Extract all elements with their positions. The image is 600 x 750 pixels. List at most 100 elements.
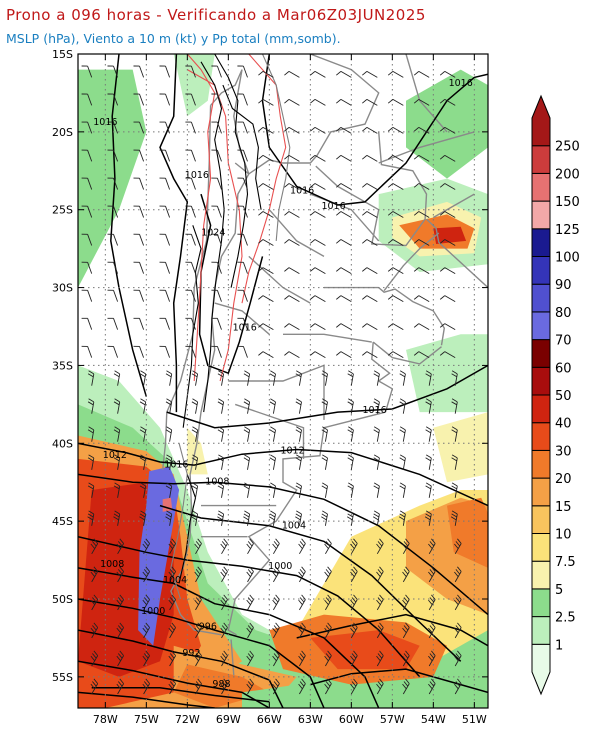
wind-barb-44 bbox=[439, 127, 456, 134]
wind-barb-151 bbox=[107, 345, 119, 358]
precip-area-1 bbox=[173, 54, 215, 117]
wind-barb-77 bbox=[133, 205, 145, 218]
wind-barb-160 bbox=[336, 351, 352, 358]
wind-barb-339 bbox=[324, 678, 332, 695]
wind-barb-307 bbox=[272, 622, 280, 639]
wind-barb-140 bbox=[211, 317, 222, 330]
colorbar-box-15 bbox=[531, 228, 551, 258]
terrain-line-5 bbox=[222, 84, 262, 210]
colorbar-label-11: 70 bbox=[555, 334, 572, 349]
wind-barb-168 bbox=[165, 370, 173, 386]
wind-barb-137 bbox=[133, 317, 145, 330]
wind-barb-154 bbox=[185, 345, 196, 358]
wind-barb-127 bbox=[258, 295, 274, 302]
wind-barb-101 bbox=[362, 239, 378, 246]
wind-barb-268 bbox=[428, 538, 436, 555]
colorbar-box-19 bbox=[531, 94, 551, 147]
wind-barb-159 bbox=[310, 351, 326, 358]
wind-barb-94 bbox=[185, 233, 196, 246]
wind-barb-324 bbox=[324, 650, 332, 667]
wind-barb-180 bbox=[87, 398, 95, 414]
wind-barb-149 bbox=[439, 323, 456, 330]
wind-barb-183 bbox=[165, 398, 173, 414]
wind-barb-66 bbox=[237, 177, 248, 190]
colorbar-box-11 bbox=[531, 339, 551, 368]
wind-barb-245 bbox=[217, 510, 225, 526]
wind-barb-281 bbox=[376, 566, 384, 583]
wind-barb-297 bbox=[402, 594, 410, 611]
wind-barb-215 bbox=[217, 454, 225, 470]
colorbar-label-7: 30 bbox=[555, 444, 572, 459]
wind-barb-99 bbox=[310, 239, 326, 246]
wind-barb-182 bbox=[139, 398, 147, 414]
wind-barb-263 bbox=[298, 538, 306, 555]
wind-barb-266 bbox=[376, 538, 384, 555]
wind-barb-250 bbox=[346, 510, 354, 526]
wind-barb-340 bbox=[350, 678, 358, 695]
colorbar-label-13: 90 bbox=[555, 278, 572, 293]
wind-barb-86 bbox=[362, 211, 378, 218]
wind-barb-52 bbox=[258, 155, 274, 162]
wind-barb-114 bbox=[310, 267, 326, 274]
wind-barb-43 bbox=[413, 127, 430, 134]
border-line-1 bbox=[234, 54, 380, 175]
graticule bbox=[78, 54, 488, 708]
map-panel: 1016 1016 1016 1016 1016 1024 1016 1016 1012 1012… bbox=[52, 48, 489, 726]
wind-barb-64 bbox=[185, 177, 196, 190]
wind-barb-107 bbox=[133, 261, 145, 274]
colorbar-box-5 bbox=[531, 505, 551, 534]
colorbar-label-18: 250 bbox=[555, 140, 580, 155]
wind-barb-56 bbox=[362, 155, 378, 162]
wind-barb-0 bbox=[81, 65, 93, 78]
wind-barb-332 bbox=[142, 678, 150, 695]
colorbar-box-13 bbox=[531, 283, 551, 313]
wind-barb-224 bbox=[451, 454, 458, 470]
wind-barb-36 bbox=[237, 121, 248, 134]
lon-tick-label-9: 51W bbox=[462, 713, 487, 726]
wind-barb-289 bbox=[194, 594, 202, 611]
wind-barb-198 bbox=[165, 426, 173, 442]
wind-barb-59 bbox=[439, 155, 456, 162]
lat-tick-label-5: 40S bbox=[52, 437, 73, 450]
isobar-label-11: 1008 bbox=[205, 477, 229, 488]
wind-barb-257 bbox=[142, 538, 150, 555]
wind-barb-305 bbox=[220, 622, 228, 639]
wind-barb-221 bbox=[373, 454, 380, 470]
isobar-line-4 bbox=[166, 364, 488, 429]
wind-barb-288 bbox=[168, 594, 176, 611]
wind-barb-334 bbox=[194, 678, 202, 695]
colorbar-label-0: 1 bbox=[555, 638, 563, 653]
colorbar-label-5: 15 bbox=[555, 500, 572, 515]
wind-barb-110 bbox=[211, 261, 222, 274]
wind-barb-248 bbox=[295, 510, 302, 526]
wind-barb-118 bbox=[413, 267, 430, 274]
wind-barb-65 bbox=[211, 177, 222, 190]
wind-barb-264 bbox=[324, 538, 332, 555]
wind-barb-212 bbox=[139, 454, 147, 470]
wind-barb-90 bbox=[81, 233, 93, 246]
wind-barb-85 bbox=[336, 211, 352, 218]
wind-barb-282 bbox=[402, 566, 410, 583]
wind-barb-152 bbox=[133, 345, 145, 358]
isobar-line-16 bbox=[91, 687, 270, 703]
wind-barb-58 bbox=[413, 155, 430, 162]
wind-barb-63 bbox=[159, 177, 171, 190]
wind-barb-214 bbox=[191, 454, 199, 470]
wind-barb-129 bbox=[310, 295, 326, 302]
wind-barb-42 bbox=[387, 127, 404, 134]
wind-barb-181 bbox=[113, 398, 121, 414]
wind-barb-317 bbox=[142, 650, 150, 667]
wind-barb-148 bbox=[413, 323, 430, 330]
wind-barb-5 bbox=[211, 65, 222, 78]
isobar-label-1: 1016 bbox=[93, 117, 117, 128]
wind-barb-293 bbox=[298, 594, 306, 611]
wind-barb-294 bbox=[324, 594, 332, 611]
wind-barb-241 bbox=[113, 510, 121, 526]
wind-barb-136 bbox=[107, 317, 119, 330]
wind-barbs bbox=[81, 65, 462, 695]
wind-barb-132 bbox=[387, 295, 404, 302]
wind-barb-68 bbox=[284, 183, 300, 190]
wind-barb-191 bbox=[373, 398, 380, 414]
wind-barb-252 bbox=[398, 510, 406, 526]
wind-barb-274 bbox=[194, 566, 202, 583]
